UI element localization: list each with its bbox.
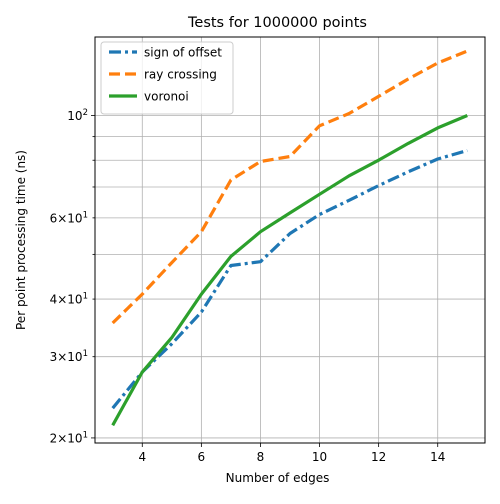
legend-label-1: sign of offset	[144, 46, 222, 60]
y-tick-label: 3×101	[50, 349, 88, 364]
y-tick-label: 6×101	[50, 210, 88, 225]
series-line-1	[111, 148, 468, 410]
x-axis-label: Number of edges	[226, 471, 330, 485]
x-tick-label: 8	[257, 450, 265, 464]
x-tick-label: 10	[312, 450, 327, 464]
y-axis-label: Per point processing time (ns)	[14, 150, 28, 330]
series-line-3	[111, 114, 468, 427]
chart-title: Tests for 1000000 points	[187, 15, 367, 31]
legend-label-2: ray crossing	[144, 68, 217, 82]
x-tick-label: 4	[138, 450, 146, 464]
x-tick-label: 6	[198, 450, 206, 464]
y-tick-label: 102	[67, 108, 88, 123]
series-line-2	[111, 49, 468, 325]
legend-label-3: voronoi	[144, 90, 189, 104]
y-tick-label: 2×101	[50, 430, 88, 445]
legend: sign of offset ray crossing voronoi	[100, 41, 234, 115]
x-tick-label: 12	[371, 450, 386, 464]
plot-area-frame	[94, 36, 486, 444]
x-tick-label: 14	[430, 450, 445, 464]
y-tick-label: 4×101	[50, 292, 88, 307]
